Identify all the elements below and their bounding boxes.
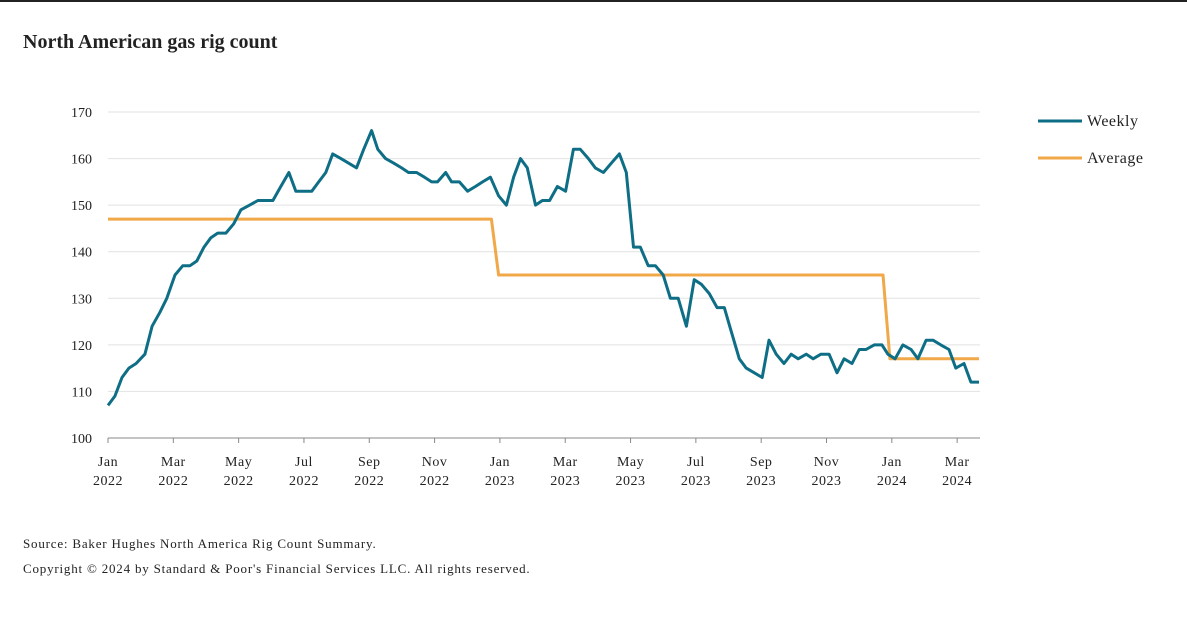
x-tick-label: Nov 2022 [420, 455, 450, 489]
x-tick-label: Jan 2023 [485, 455, 515, 489]
x-tick-label: Mar 2022 [158, 455, 188, 489]
source-note: Source: Baker Hughes North America Rig C… [23, 536, 377, 551]
x-tick-label: Sep 2023 [746, 455, 776, 489]
chart-title: North American gas rig count [23, 31, 278, 53]
y-tick-label: 170 [71, 106, 92, 121]
series-line [108, 217, 979, 361]
x-tick-label: May 2022 [224, 455, 254, 489]
x-tick-label: Nov 2023 [812, 455, 842, 489]
legend-label: Average [1087, 150, 1144, 167]
series-line [106, 129, 979, 407]
x-tick-label: Jan 2024 [877, 455, 907, 489]
x-tick-label: Mar 2024 [942, 455, 972, 489]
x-tick-label: Jul 2022 [289, 455, 319, 489]
y-tick-label: 160 [71, 153, 92, 168]
x-tick-label: Sep 2022 [354, 455, 384, 489]
x-tick-label: May 2023 [616, 455, 646, 489]
x-tick-label: Mar 2023 [550, 455, 580, 489]
y-tick-label: 140 [71, 246, 92, 261]
x-tick-label: Jan 2022 [93, 455, 123, 489]
y-tick-label: 130 [71, 292, 92, 307]
y-tick-label: 110 [72, 385, 92, 400]
y-tick-label: 120 [71, 339, 92, 354]
y-tick-label: 100 [71, 432, 92, 447]
legend-label: Weekly [1087, 113, 1138, 130]
x-tick-label: Jul 2023 [681, 455, 711, 489]
y-tick-label: 150 [71, 199, 92, 214]
copyright-note: Copyright © 2024 by Standard & Poor's Fi… [23, 561, 531, 576]
top-bar [0, 0, 1187, 2]
